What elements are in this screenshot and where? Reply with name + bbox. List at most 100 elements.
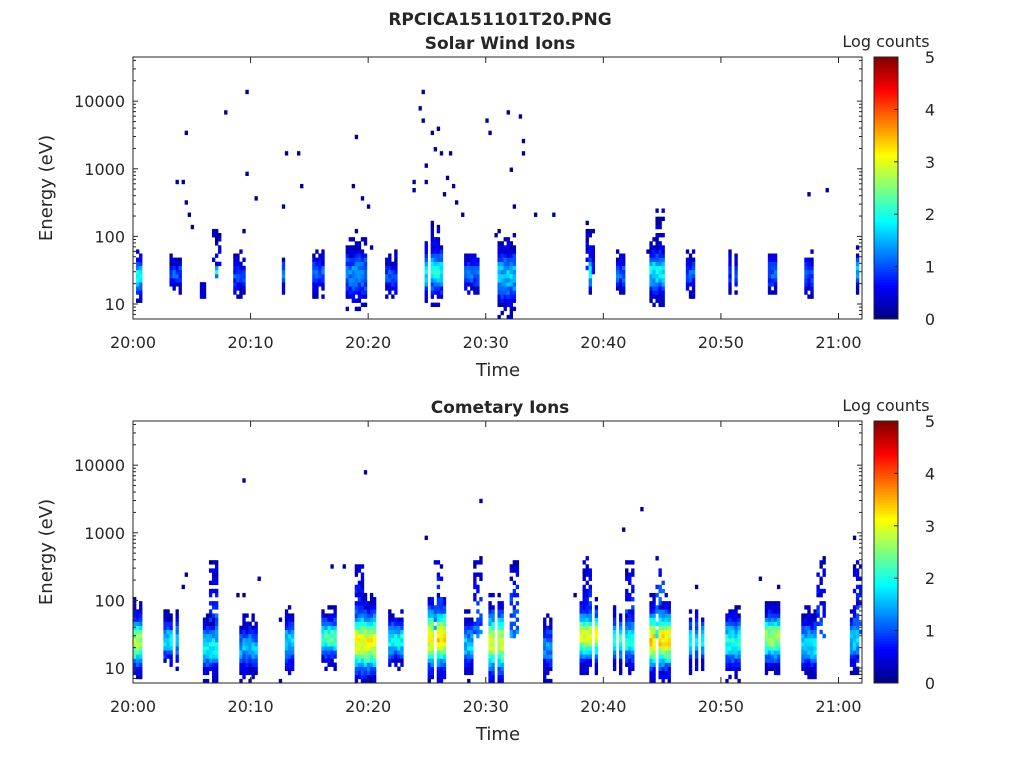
heatmap-cell xyxy=(503,302,507,308)
heatmap-cell xyxy=(281,290,286,295)
heatmap-cell xyxy=(333,646,337,651)
heatmap-cell xyxy=(822,588,826,594)
heatmap-cell xyxy=(588,654,592,659)
heatmap-cell xyxy=(619,290,623,295)
heatmap-cell xyxy=(588,290,592,295)
heatmap-cell xyxy=(242,592,246,598)
heatmap-cell xyxy=(804,629,808,635)
heatmap-cell xyxy=(357,662,362,667)
heatmap-cell xyxy=(354,584,359,590)
heatmap-cell xyxy=(427,621,431,626)
heatmap-cell xyxy=(430,621,435,626)
heatmap-cell xyxy=(470,666,474,672)
heatmap-cell xyxy=(813,674,817,680)
heatmap-cell xyxy=(649,294,653,299)
heatmap-cell xyxy=(685,273,690,279)
colorbar-swatch xyxy=(874,470,898,474)
heatmap-cell xyxy=(479,617,483,622)
heatmap-cell xyxy=(807,273,811,279)
heatmap-cell xyxy=(357,269,362,275)
colorbar-swatch xyxy=(874,620,898,624)
heatmap-cell xyxy=(685,249,690,254)
heatmap-cell xyxy=(688,273,693,279)
heatmap-cell xyxy=(491,646,495,651)
heatmap-cell xyxy=(436,269,441,275)
heatmap-cell xyxy=(287,621,292,626)
heatmap-cell xyxy=(588,642,592,647)
heatmap-cell xyxy=(436,286,441,291)
heatmap-cell xyxy=(701,637,705,643)
heatmap-cell xyxy=(473,290,477,295)
heatmap-cell xyxy=(436,662,441,667)
heatmap-cell xyxy=(655,556,659,561)
heatmap-cell xyxy=(685,257,690,262)
heatmap-cell xyxy=(354,564,359,569)
heatmap-cell xyxy=(497,670,501,676)
heatmap-cell xyxy=(649,678,653,684)
colorbar-swatch xyxy=(874,143,898,147)
heatmap-cell xyxy=(764,613,769,618)
heatmap-cell xyxy=(357,621,362,626)
colorbar-swatch xyxy=(874,80,898,84)
heatmap-cell xyxy=(357,650,362,655)
heatmap-cell xyxy=(500,310,504,316)
colorbar-swatch xyxy=(874,421,898,425)
heatmap-cell xyxy=(354,642,359,647)
heatmap-cell xyxy=(661,265,665,271)
heatmap-cell xyxy=(509,245,513,250)
colorbar-swatch xyxy=(874,182,898,186)
heatmap-cell xyxy=(372,625,377,631)
heatmap-cell xyxy=(628,662,632,667)
x-tick-label: 21:00 xyxy=(815,697,861,716)
heatmap-cell xyxy=(497,629,501,635)
heatmap-cell xyxy=(816,609,820,614)
heatmap-cell xyxy=(585,249,589,254)
heatmap-cell xyxy=(661,233,665,238)
colorbar-swatch xyxy=(874,206,898,210)
colorbar-swatch xyxy=(874,188,898,192)
heatmap-cell xyxy=(807,637,811,643)
heatmap-cell xyxy=(810,613,814,618)
heatmap-cell xyxy=(500,261,504,267)
heatmap-cell xyxy=(497,298,501,303)
heatmap-cell xyxy=(497,642,501,647)
heatmap-cell xyxy=(549,617,553,622)
heatmap-cell xyxy=(728,273,732,279)
heatmap-cell xyxy=(728,613,732,618)
heatmap-cell xyxy=(348,261,352,267)
heatmap-cell xyxy=(464,625,468,631)
heatmap-cell xyxy=(245,637,249,643)
heatmap-cell xyxy=(807,654,811,659)
heatmap-cell xyxy=(172,286,176,291)
heatmap-cell xyxy=(388,609,392,614)
heatmap-cell xyxy=(351,253,356,258)
heatmap-cell xyxy=(776,617,781,622)
heatmap-cell xyxy=(594,646,599,651)
heatmap-cell xyxy=(470,257,474,262)
heatmap-cell xyxy=(324,646,328,651)
heatmap-cell xyxy=(290,617,295,622)
heatmap-cell xyxy=(652,642,656,647)
heatmap-cell xyxy=(357,261,362,267)
heatmap-cell xyxy=(473,261,477,267)
heatmap-cell xyxy=(357,601,362,606)
heatmap-cell xyxy=(661,629,665,635)
heatmap-cell xyxy=(855,245,860,250)
heatmap-cell xyxy=(211,642,216,647)
colorbar-frame xyxy=(873,56,899,320)
heatmap-cell xyxy=(579,654,583,659)
heatmap-cell xyxy=(473,278,477,283)
heatmap-cell xyxy=(773,646,778,651)
colorbar-swatch xyxy=(874,617,898,621)
colorbar-swatch xyxy=(874,648,898,652)
heatmap-cell xyxy=(582,568,586,573)
heatmap-cell xyxy=(594,629,599,635)
heatmap-cell xyxy=(849,629,854,635)
heatmap-cell xyxy=(664,642,668,647)
heatmap-cell xyxy=(500,605,504,610)
heatmap-cell xyxy=(366,204,371,209)
heatmap-cell xyxy=(442,633,447,639)
heatmap-cell xyxy=(631,609,635,614)
heatmap-cell xyxy=(588,273,592,279)
heatmap-cell xyxy=(388,658,392,663)
